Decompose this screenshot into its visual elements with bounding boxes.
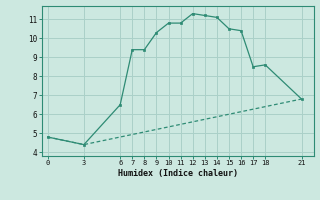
X-axis label: Humidex (Indice chaleur): Humidex (Indice chaleur): [118, 169, 237, 178]
